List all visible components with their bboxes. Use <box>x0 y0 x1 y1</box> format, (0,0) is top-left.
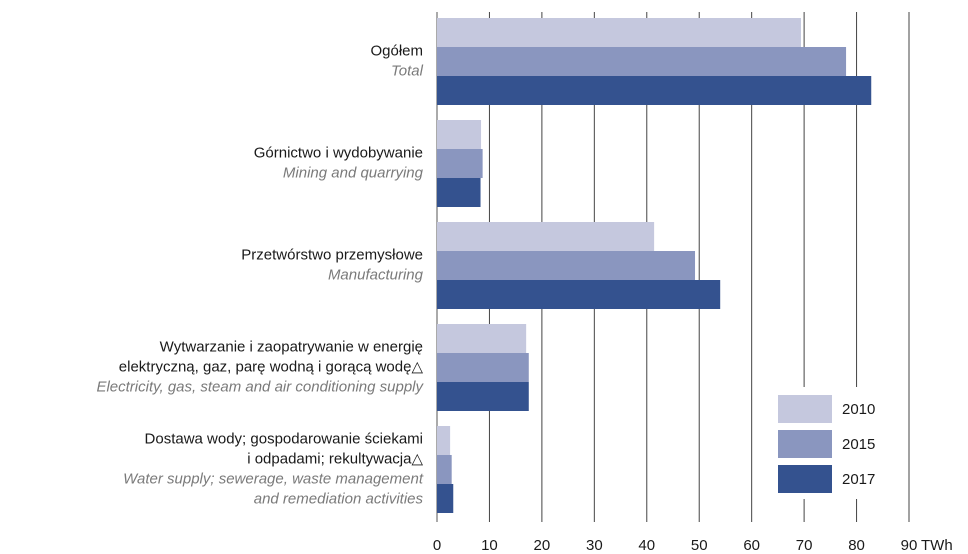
bar <box>437 455 452 484</box>
x-tick-label: 10 <box>481 537 498 554</box>
bar <box>437 426 451 455</box>
legend-swatch <box>778 465 832 493</box>
x-tick-label: 90 <box>901 537 918 554</box>
bar <box>437 120 482 149</box>
category-label: and remediation activities <box>254 490 424 507</box>
category-label: i odpadami; rekultywacja△ <box>247 450 423 467</box>
x-tick-label: 40 <box>638 537 655 554</box>
bar <box>437 149 483 178</box>
x-unit-label: TWh <box>921 537 953 554</box>
bar <box>437 222 655 251</box>
category-label: Wytwarzanie i zaopatrywanie w energię <box>160 338 423 355</box>
category-label: Przetwórstwo przemysłowe <box>241 246 423 263</box>
bar <box>437 18 801 47</box>
legend-swatch <box>778 395 832 423</box>
category-label: Górnictwo i wydobywanie <box>254 144 423 161</box>
legend-label: 2010 <box>842 401 875 418</box>
category-label: Dostawa wody; gospodarowanie ściekami <box>145 430 423 447</box>
legend-label: 2017 <box>842 471 875 488</box>
bar <box>437 47 847 76</box>
bar <box>437 324 527 353</box>
bar <box>437 484 454 513</box>
bar <box>437 76 872 105</box>
category-label: Ogółem <box>370 42 423 59</box>
bar <box>437 382 529 411</box>
category-label: Mining and quarrying <box>283 164 424 181</box>
category-label: Total <box>391 62 424 79</box>
bar <box>437 251 696 280</box>
x-tick-label: 30 <box>586 537 603 554</box>
x-tick-label: 60 <box>743 537 760 554</box>
bar <box>437 353 529 382</box>
category-label: elektryczną, gaz, parę wodną i gorącą wo… <box>119 358 424 375</box>
category-label: Water supply; sewerage, waste management <box>123 470 424 487</box>
x-tick-label: 70 <box>796 537 813 554</box>
legend-label: 2015 <box>842 436 875 453</box>
bar <box>437 178 481 207</box>
bar <box>437 280 721 309</box>
x-tick-label: 80 <box>848 537 865 554</box>
category-label: Electricity, gas, steam and air conditio… <box>96 378 424 395</box>
legend-swatch <box>778 430 832 458</box>
x-tick-label: 0 <box>433 537 441 554</box>
category-label: Manufacturing <box>328 266 424 283</box>
x-tick-label: 20 <box>534 537 551 554</box>
x-tick-label: 50 <box>691 537 708 554</box>
